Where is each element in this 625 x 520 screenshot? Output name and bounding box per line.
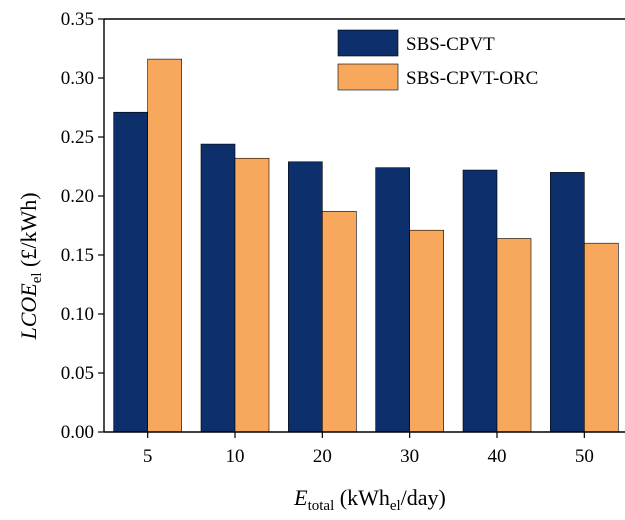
y-tick-label: 0.20	[61, 186, 94, 207]
y-tick-label: 0.25	[61, 127, 94, 148]
legend-label-sbs-cpvt: SBS-CPVT	[406, 34, 495, 55]
bar-sbs-cpvt-orc-50	[584, 242, 619, 433]
bar-sbs-cpvt-orc-5	[147, 58, 182, 433]
bar-sbs-cpvt-orc-40	[496, 238, 532, 433]
bar-sbs-cpvt-10	[200, 143, 236, 433]
bar-sbs-cpvt-20	[288, 161, 323, 433]
y-tick-label: 0.10	[61, 304, 94, 325]
legend: SBS-CPVT SBS-CPVT-ORC	[337, 29, 538, 91]
bar-sbs-cpvt-30	[375, 167, 410, 433]
bar-sbs-cpvt-orc-10	[234, 157, 270, 433]
y-tick-label: 0.30	[61, 68, 94, 89]
legend-label-sbs-cpvt-orc: SBS-CPVT-ORC	[406, 68, 538, 89]
bars-group	[113, 58, 619, 433]
x-tick-label: 20	[313, 446, 332, 467]
bar-sbs-cpvt-5	[113, 111, 148, 433]
legend-swatch-sbs-cpvt-orc	[337, 63, 399, 91]
legend-swatch-sbs-cpvt	[337, 29, 399, 57]
y-axis-title: LCOEel (£/kWh)	[16, 192, 45, 340]
bar-sbs-cpvt-orc-30	[409, 229, 444, 433]
x-tick-label: 30	[400, 446, 419, 467]
axes-group: 0.00 0.05 0.10 0.15 0.20 0.25 0.30 0.35 5 10 20 30 4…	[61, 9, 625, 467]
y-tick-label: 0.00	[61, 422, 94, 443]
bar-sbs-cpvt-orc-20	[322, 211, 357, 433]
x-axis-title: Etotal (kWhel/day)	[293, 485, 446, 514]
y-tick-label: 0.15	[61, 245, 94, 266]
x-tick-label: 50	[575, 446, 594, 467]
x-tick-label: 10	[226, 446, 245, 467]
x-tick-label: 5	[143, 446, 153, 467]
bar-sbs-cpvt-50	[550, 172, 585, 433]
bar-sbs-cpvt-40	[462, 169, 498, 433]
x-tick-label: 40	[488, 446, 507, 467]
y-tick-label: 0.35	[61, 9, 94, 30]
y-tick-label: 0.05	[61, 363, 94, 384]
